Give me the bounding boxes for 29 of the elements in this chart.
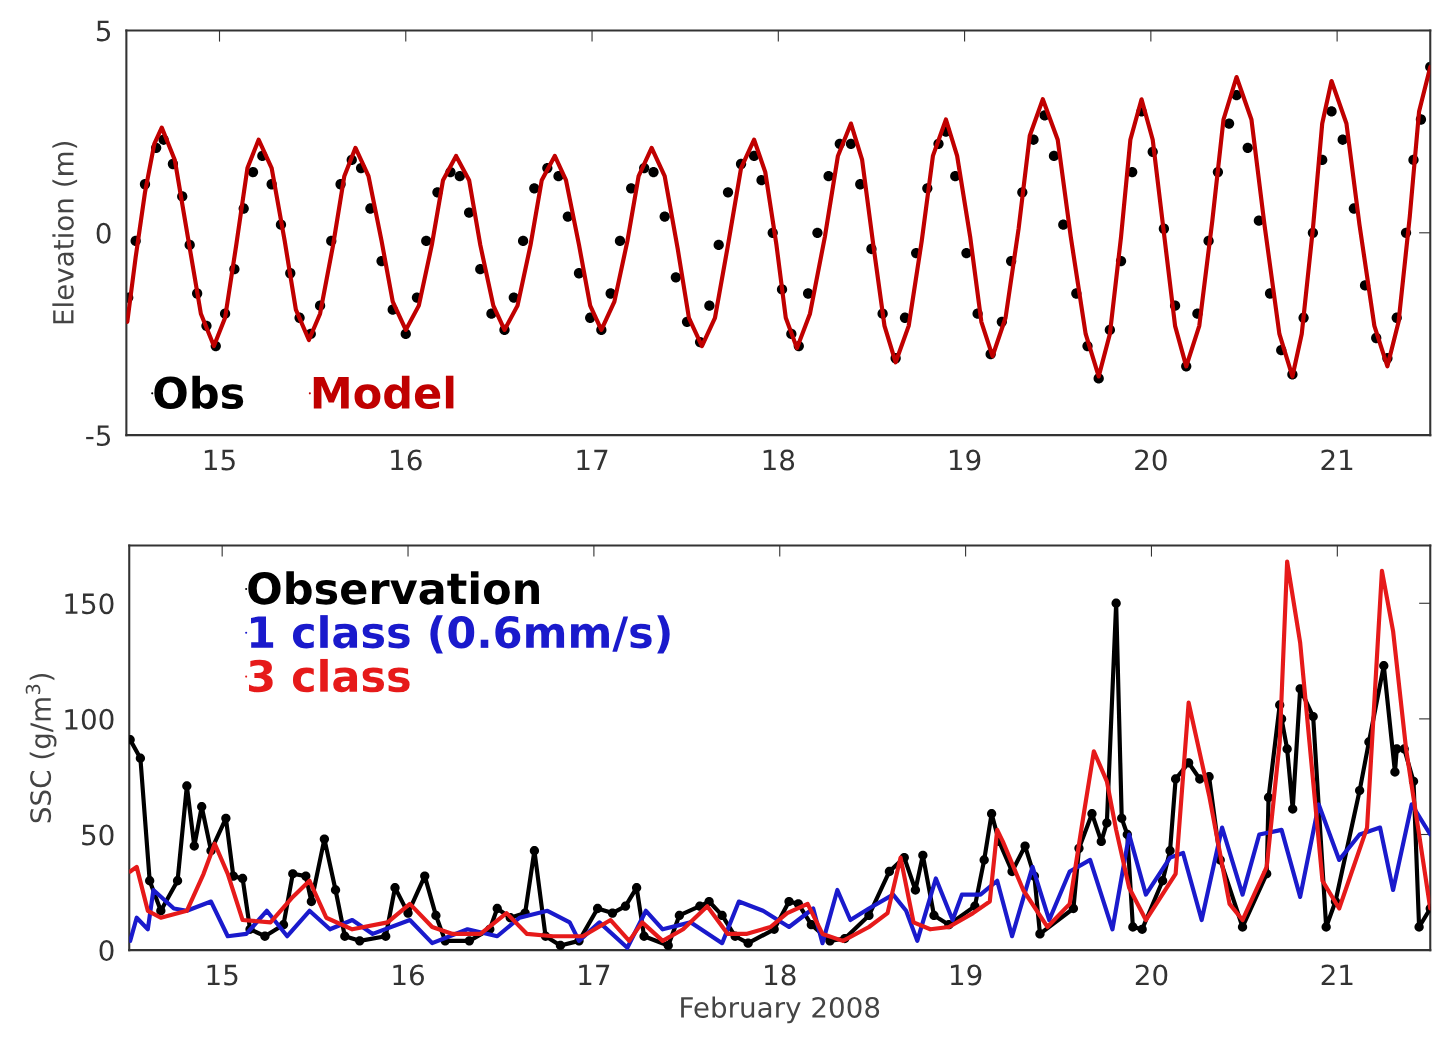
y-axis-title: SSC (g/m$^{3}$) bbox=[25, 673, 57, 823]
x-tick-label: 15 bbox=[204, 449, 235, 471]
x-tick-label: 17 bbox=[577, 449, 608, 471]
x-tick-label: 18 bbox=[765, 964, 796, 986]
legend-label: Obs bbox=[154, 375, 244, 410]
legend-label: Observation bbox=[248, 571, 539, 605]
x-axis-title: February 2008 bbox=[681, 996, 880, 1024]
y-tick-label: 5 bbox=[96, 20, 111, 42]
legend-label: 1 class (0.6mm/s) bbox=[251, 615, 670, 654]
y-tick-label: 50 bbox=[82, 824, 114, 846]
y-tick-label: -5 bbox=[86, 425, 111, 447]
y-tick-label: 0 bbox=[99, 940, 114, 962]
y-tick-label: 0 bbox=[96, 222, 111, 244]
x-tick-label: 21 bbox=[1321, 964, 1353, 986]
y-tick-label: 100 bbox=[65, 708, 114, 730]
x-tick-label: 15 bbox=[207, 964, 238, 986]
x-tick-label: 16 bbox=[391, 449, 422, 471]
x-tick-label: 16 bbox=[393, 964, 424, 986]
x-tick-label: 17 bbox=[579, 964, 610, 986]
x-tick-label: 20 bbox=[1135, 449, 1167, 471]
x-tick-label: 20 bbox=[1135, 964, 1168, 986]
x-tick-label: 18 bbox=[763, 449, 795, 471]
legend-label: Model bbox=[313, 375, 454, 410]
legend-label: 3 class bbox=[249, 658, 410, 693]
x-tick-label: 19 bbox=[950, 964, 982, 986]
x-tick-label: 19 bbox=[949, 449, 981, 471]
y-tick-label: 150 bbox=[65, 593, 114, 615]
x-tick-label: 21 bbox=[1321, 449, 1353, 471]
y-axis-title: Elevation (m) bbox=[52, 141, 78, 324]
